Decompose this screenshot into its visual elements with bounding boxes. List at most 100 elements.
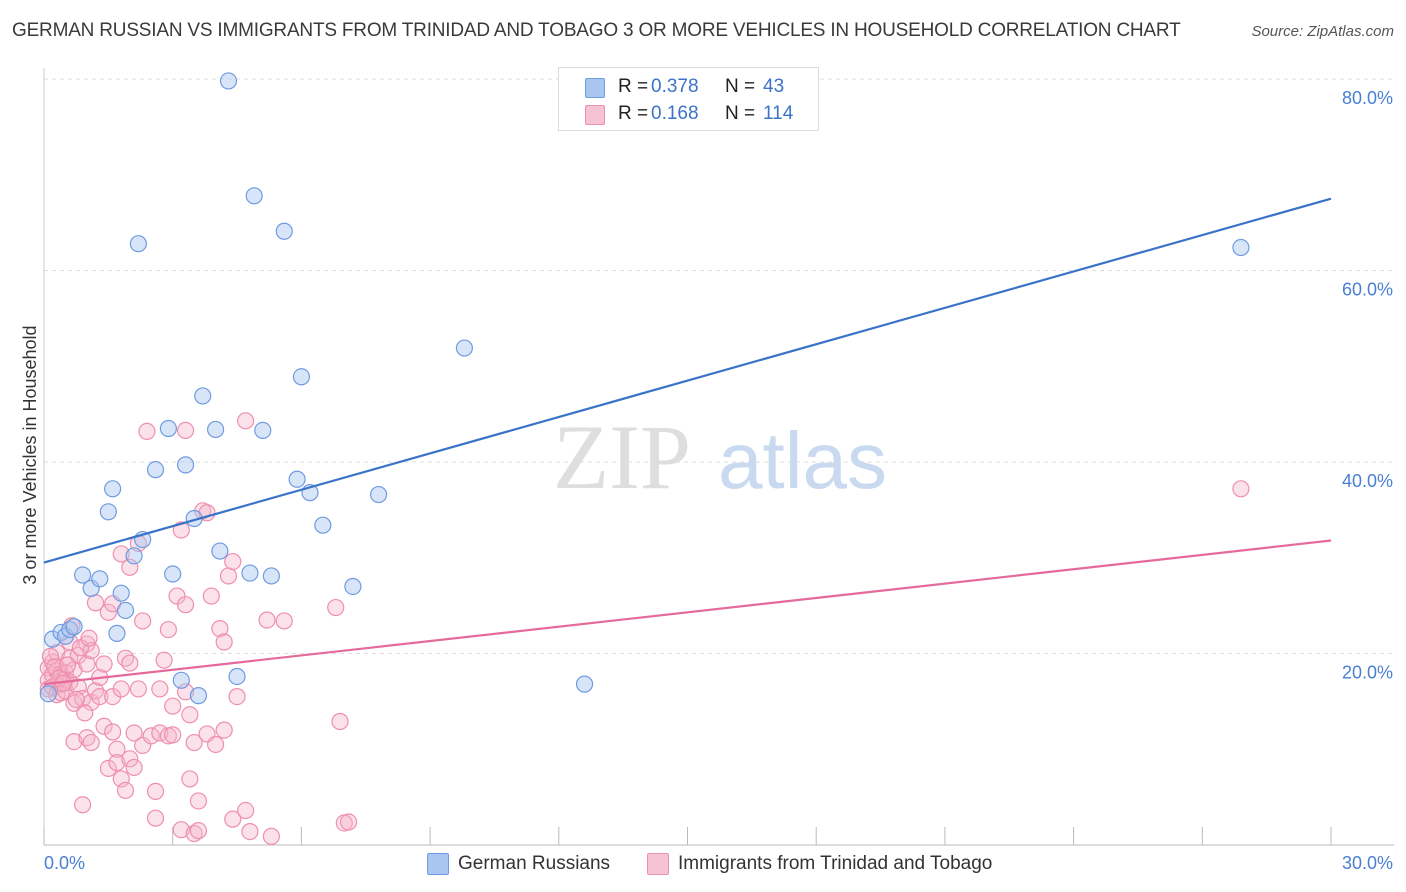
data-point-trinidad	[155, 651, 173, 669]
data-point-trinidad	[151, 680, 169, 698]
data-point-trinidad	[215, 721, 233, 739]
data-point-trinidad	[74, 796, 92, 814]
data-point-trinidad	[224, 552, 242, 571]
data-point-german-russians	[104, 480, 122, 498]
data-point-trinidad	[146, 809, 165, 827]
data-point-trinidad	[121, 654, 139, 672]
data-point-trinidad	[1232, 480, 1250, 498]
data-point-trinidad	[71, 639, 90, 657]
bottom-legend-swatch-pink	[647, 853, 669, 875]
data-point-german-russians	[1232, 238, 1250, 257]
data-point-german-russians	[172, 671, 190, 689]
data-point-trinidad	[189, 792, 208, 810]
data-point-german-russians	[228, 667, 246, 686]
legend-n-value: 43	[763, 76, 785, 97]
data-point-german-russians	[99, 503, 117, 521]
bottom-legend-swatch-blue	[427, 853, 449, 875]
trend-line-trinidad	[43, 539, 1332, 686]
x-tick-label-max: 30.0%	[1342, 853, 1393, 873]
data-point-trinidad	[211, 620, 229, 638]
data-point-trinidad	[58, 656, 77, 674]
data-point-german-russians	[108, 624, 126, 642]
data-point-german-russians	[370, 485, 388, 504]
bottom-legend-label: Immigrants from Trinidad and Tobago	[678, 853, 993, 874]
y-tick-label: 60.0%	[1342, 280, 1393, 300]
data-point-german-russians	[74, 566, 92, 584]
data-point-german-russians	[176, 456, 195, 474]
data-point-trinidad	[134, 612, 152, 630]
legend-r-value: 0.168	[651, 103, 699, 124]
data-point-german-russians	[82, 579, 100, 597]
data-point-trinidad	[185, 733, 203, 752]
data-point-german-russians	[211, 542, 229, 560]
data-point-german-russians	[314, 516, 332, 534]
data-point-trinidad	[237, 801, 255, 820]
data-point-trinidad	[104, 723, 122, 741]
data-point-trinidad	[181, 706, 199, 724]
data-point-trinidad	[176, 596, 195, 614]
data-point-trinidad	[138, 422, 156, 440]
data-point-trinidad	[215, 633, 233, 651]
data-point-german-russians	[275, 222, 293, 240]
data-point-german-russians	[112, 584, 130, 602]
data-point-trinidad	[129, 680, 147, 698]
data-point-german-russians	[254, 421, 272, 440]
data-point-trinidad	[112, 680, 130, 698]
data-point-german-russians	[164, 565, 182, 583]
data-point-trinidad	[108, 754, 126, 772]
correlation-legend: R = 0.378 N = 43 R = 0.168 N = 114	[558, 67, 819, 131]
data-point-trinidad	[82, 733, 100, 752]
data-point-german-russians	[43, 630, 62, 648]
data-point-trinidad	[95, 655, 113, 673]
trend-line-german-russians	[43, 197, 1332, 564]
data-point-german-russians	[344, 577, 362, 596]
legend-n-value: 114	[763, 103, 794, 124]
data-point-trinidad	[121, 750, 139, 768]
data-point-trinidad	[237, 412, 255, 430]
y-tick-label: 20.0%	[1342, 663, 1393, 683]
data-point-trinidad	[76, 704, 94, 722]
watermark-atlas: atlas	[718, 416, 887, 505]
data-point-trinidad	[91, 687, 109, 706]
legend-swatch-blue	[585, 78, 605, 98]
data-point-trinidad	[176, 421, 195, 440]
data-point-trinidad	[164, 726, 182, 744]
data-point-german-russians	[116, 601, 135, 620]
data-point-trinidad	[99, 603, 117, 621]
data-point-german-russians	[262, 567, 280, 585]
data-point-german-russians	[159, 419, 178, 438]
data-point-german-russians	[91, 570, 109, 588]
data-point-german-russians	[241, 564, 259, 582]
data-point-trinidad	[67, 690, 85, 709]
data-point-german-russians	[219, 72, 238, 90]
data-point-trinidad	[327, 598, 345, 617]
data-point-trinidad	[41, 647, 60, 665]
data-point-trinidad	[339, 813, 358, 831]
data-point-trinidad	[108, 740, 126, 758]
y-axis-title: 3 or more Vehicles in Household	[20, 325, 40, 584]
legend-r-label: R =	[618, 76, 649, 97]
data-point-trinidad	[262, 827, 280, 845]
data-point-trinidad	[168, 587, 186, 605]
legend-n-label: N =	[725, 103, 756, 124]
data-point-trinidad	[331, 712, 349, 731]
data-point-german-russians	[194, 387, 212, 405]
data-point-trinidad	[189, 822, 208, 840]
data-point-trinidad	[181, 770, 199, 788]
data-point-trinidad	[164, 697, 182, 715]
data-point-german-russians	[292, 368, 310, 386]
watermark-zip: ZIP	[553, 406, 691, 508]
data-point-trinidad	[65, 732, 83, 751]
data-point-trinidad	[74, 689, 92, 708]
data-point-trinidad	[80, 629, 98, 647]
data-point-german-russians	[575, 675, 594, 693]
chart-title: GERMAN RUSSIAN VS IMMIGRANTS FROM TRINID…	[12, 20, 1181, 41]
data-point-trinidad	[125, 758, 143, 777]
y-tick-label: 80.0%	[1342, 88, 1393, 108]
series-trinidad-points	[39, 412, 1250, 845]
data-point-trinidad	[241, 822, 259, 841]
data-point-german-russians	[288, 470, 306, 488]
data-point-trinidad	[134, 736, 152, 755]
legend-swatch-pink	[585, 105, 605, 125]
data-point-trinidad	[202, 587, 220, 605]
